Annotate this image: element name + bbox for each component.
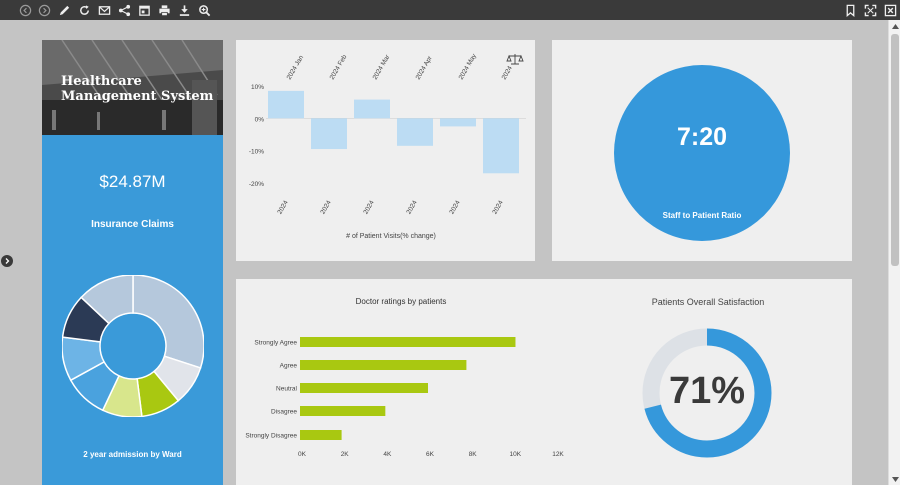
dashboard-title-line1: Healthcare xyxy=(61,74,142,89)
x-bottom-label: 2024 xyxy=(362,199,375,215)
x-tick-label: 10K xyxy=(510,451,522,458)
zoom-icon[interactable] xyxy=(196,2,212,18)
x-top-label: 2024 Feb xyxy=(329,53,349,81)
x-bottom-label: 2024 xyxy=(319,199,332,215)
visits-bar[interactable] xyxy=(440,118,476,127)
chevron-right-icon[interactable] xyxy=(1,255,13,267)
rating-category-label: Strongly Agree xyxy=(254,340,297,347)
x-bottom-label: 2024 xyxy=(276,199,289,215)
satisfaction-value: 71% xyxy=(668,370,746,412)
satisfaction-fill xyxy=(642,328,772,458)
ward-admission-donut-chart[interactable] xyxy=(62,275,204,417)
satisfaction-title: Patients Overall Satisfaction xyxy=(651,297,765,307)
rating-bar[interactable] xyxy=(300,383,428,393)
rating-bar[interactable] xyxy=(300,337,516,347)
left-strip xyxy=(0,20,14,485)
refresh-icon[interactable] xyxy=(76,2,92,18)
y-tick-label: -10% xyxy=(249,149,264,156)
visits-bar[interactable] xyxy=(311,118,347,150)
x-tick-label: 12K xyxy=(552,451,564,458)
patient-visits-chart[interactable]: 10% 0% -10% -20% 2024 Jan 2024 2024 Feb 2024 202… xyxy=(236,40,535,261)
close-icon[interactable] xyxy=(882,2,898,18)
visits-bar[interactable] xyxy=(483,118,519,174)
fullscreen-icon[interactable] xyxy=(862,2,878,18)
x-top-label: 2024 xyxy=(501,65,514,81)
rating-bar[interactable] xyxy=(300,430,342,440)
hero-banner: Healthcare Management System xyxy=(42,40,223,135)
y-tick-label: 0% xyxy=(255,116,265,123)
x-tick-label: 0K xyxy=(298,451,307,458)
back-icon[interactable] xyxy=(17,2,33,18)
ward-admission-label: 2 year admission by Ward xyxy=(83,450,182,459)
toolbar xyxy=(0,0,900,20)
donut-slice-0[interactable] xyxy=(132,275,204,369)
dashboard-title-line2: Management System xyxy=(61,89,214,104)
satisfaction-gauge: 71% xyxy=(642,328,772,458)
print-icon[interactable] xyxy=(156,2,172,18)
email-icon[interactable] xyxy=(96,2,112,18)
ratings-satisfaction-panel: Doctor ratings by patients Strongly Agre… xyxy=(236,279,852,485)
forward-icon[interactable] xyxy=(36,2,52,18)
share-icon[interactable] xyxy=(116,2,132,18)
visits-x-axis-label: # of Patient Visits(% change) xyxy=(346,233,436,240)
ratings-chart-title: Doctor ratings by patients xyxy=(355,297,447,306)
x-tick-label: 8K xyxy=(469,451,478,458)
ratio-value: 7:20 xyxy=(676,123,728,151)
insurance-claims-panel: $24.87M Insurance Claims 2 year admissio… xyxy=(42,135,223,485)
scroll-up-arrow-icon[interactable] xyxy=(891,22,899,30)
x-top-label: 2024 Apr xyxy=(415,54,434,81)
x-bottom-label: 2024 xyxy=(448,199,461,215)
pencil-icon[interactable] xyxy=(56,2,72,18)
x-top-label: 2024 Jan xyxy=(286,54,306,81)
download-icon[interactable] xyxy=(176,2,192,18)
rating-category-label: Disagree xyxy=(271,409,297,416)
claims-label: Insurance Claims xyxy=(91,219,174,230)
calendar-icon[interactable] xyxy=(136,2,152,18)
doctor-ratings-chart[interactable]: Strongly Agree Agree Neutral Disagree Strong… xyxy=(236,279,596,485)
x-bottom-label: 2024 xyxy=(405,199,418,215)
donut-hole xyxy=(101,314,165,378)
scrollbar[interactable] xyxy=(888,20,900,485)
rating-bar[interactable] xyxy=(300,406,386,416)
rating-bar[interactable] xyxy=(300,360,467,370)
x-tick-label: 4K xyxy=(383,451,392,458)
x-tick-label: 2K xyxy=(341,451,350,458)
ratio-label: Staff to Patient Ratio xyxy=(662,211,742,220)
scale-icon[interactable] xyxy=(506,54,524,65)
hero-background-image xyxy=(42,40,223,135)
x-top-label: 2024 May xyxy=(458,52,479,81)
claims-amount: $24.87M xyxy=(99,172,166,191)
visits-bar[interactable] xyxy=(354,99,390,119)
x-bottom-label: 2024 xyxy=(491,199,504,215)
ratio-circle: 7:20 Staff to Patient Ratio xyxy=(614,65,790,241)
patient-visits-panel: 10% 0% -10% -20% 2024 Jan 2024 2024 Feb 2024 202… xyxy=(236,40,535,261)
rating-category-label: Agree xyxy=(280,363,298,370)
satisfaction-donut xyxy=(642,328,772,458)
visits-bar[interactable] xyxy=(268,90,304,119)
y-tick-label: 10% xyxy=(251,84,264,91)
rating-category-label: Neutral xyxy=(276,386,298,393)
scroll-thumb[interactable] xyxy=(891,34,899,266)
dashboard-title: Healthcare Management System xyxy=(61,74,213,104)
y-tick-label: -20% xyxy=(249,181,264,188)
x-tick-label: 6K xyxy=(426,451,435,458)
staff-ratio-panel: 7:20 Staff to Patient Ratio xyxy=(552,40,852,261)
x-top-label: 2024 Mar xyxy=(372,53,392,81)
donut-slice-7[interactable] xyxy=(80,275,134,325)
visits-bar[interactable] xyxy=(397,118,433,146)
rating-category-label: Strongly Disagree xyxy=(245,433,297,440)
scroll-down-arrow-icon[interactable] xyxy=(891,475,899,483)
bookmark-icon[interactable] xyxy=(842,2,858,18)
